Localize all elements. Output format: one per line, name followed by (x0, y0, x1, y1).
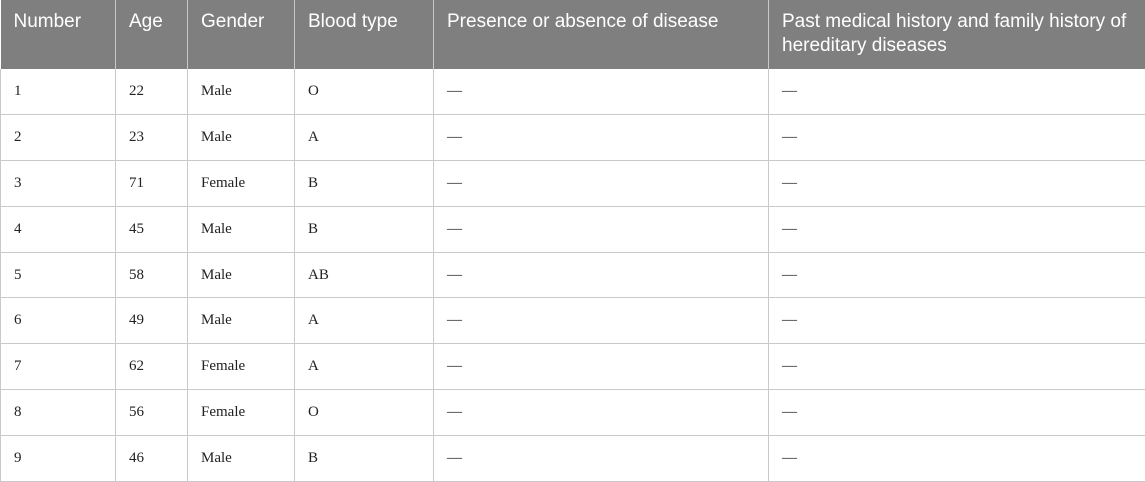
cell-disease: — (434, 298, 769, 344)
cell-blood-type: A (295, 298, 434, 344)
cell-medical-history: — (769, 161, 1145, 207)
cell-blood-type: O (295, 390, 434, 436)
cell-age: 49 (116, 298, 188, 344)
cell-age: 23 (116, 115, 188, 161)
cell-medical-history: — (769, 115, 1145, 161)
cell-age: 22 (116, 69, 188, 115)
cell-medical-history: — (769, 206, 1145, 252)
table-row: 3 71 Female B — — (1, 161, 1145, 207)
table-row: 6 49 Male A — — (1, 298, 1145, 344)
cell-number: 6 (1, 298, 116, 344)
cell-medical-history: — (769, 298, 1145, 344)
table-header: Number Age Gender Blood type Presence or… (1, 0, 1145, 69)
table-row: 7 62 Female A — — (1, 344, 1145, 390)
cell-medical-history: — (769, 344, 1145, 390)
cell-blood-type: O (295, 69, 434, 115)
cell-number: 2 (1, 115, 116, 161)
cell-gender: Female (188, 390, 295, 436)
cell-age: 45 (116, 206, 188, 252)
cell-number: 1 (1, 69, 116, 115)
cell-age: 71 (116, 161, 188, 207)
cell-number: 3 (1, 161, 116, 207)
cell-medical-history: — (769, 69, 1145, 115)
cell-number: 7 (1, 344, 116, 390)
cell-disease: — (434, 252, 769, 298)
cell-disease: — (434, 435, 769, 481)
cell-gender: Male (188, 69, 295, 115)
cell-age: 62 (116, 344, 188, 390)
cell-medical-history: — (769, 435, 1145, 481)
cell-gender: Male (188, 298, 295, 344)
cell-disease: — (434, 69, 769, 115)
header-number: Number (1, 0, 116, 69)
cell-age: 46 (116, 435, 188, 481)
cell-number: 4 (1, 206, 116, 252)
header-age: Age (116, 0, 188, 69)
table-row: 8 56 Female O — — (1, 390, 1145, 436)
cell-disease: — (434, 161, 769, 207)
cell-blood-type: A (295, 344, 434, 390)
cell-gender: Male (188, 252, 295, 298)
table-row: 5 58 Male AB — — (1, 252, 1145, 298)
cell-gender: Male (188, 206, 295, 252)
table-row: 4 45 Male B — — (1, 206, 1145, 252)
cell-age: 58 (116, 252, 188, 298)
cell-blood-type: B (295, 206, 434, 252)
cell-gender: Female (188, 161, 295, 207)
header-medical-history: Past medical history and family history … (769, 0, 1145, 69)
cell-medical-history: — (769, 252, 1145, 298)
cell-number: 9 (1, 435, 116, 481)
table-row: 9 46 Male B — — (1, 435, 1145, 481)
cell-number: 8 (1, 390, 116, 436)
cell-disease: — (434, 344, 769, 390)
cell-gender: Male (188, 115, 295, 161)
cell-blood-type: B (295, 161, 434, 207)
table-body: 1 22 Male O — — 2 23 Male A — — 3 71 Fem… (1, 69, 1145, 481)
cell-disease: — (434, 390, 769, 436)
cell-medical-history: — (769, 390, 1145, 436)
table-row: 2 23 Male A — — (1, 115, 1145, 161)
cell-blood-type: B (295, 435, 434, 481)
cell-gender: Male (188, 435, 295, 481)
cell-number: 5 (1, 252, 116, 298)
cell-disease: — (434, 206, 769, 252)
cell-blood-type: A (295, 115, 434, 161)
header-disease: Presence or absence of disease (434, 0, 769, 69)
cell-disease: — (434, 115, 769, 161)
table-row: 1 22 Male O — — (1, 69, 1145, 115)
cell-age: 56 (116, 390, 188, 436)
header-blood-type: Blood type (295, 0, 434, 69)
header-row: Number Age Gender Blood type Presence or… (1, 0, 1145, 69)
header-gender: Gender (188, 0, 295, 69)
cell-blood-type: AB (295, 252, 434, 298)
cell-gender: Female (188, 344, 295, 390)
